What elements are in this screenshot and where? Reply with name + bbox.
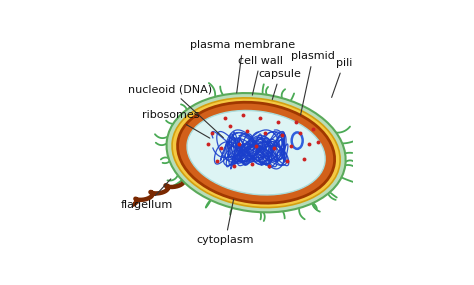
Ellipse shape bbox=[178, 102, 335, 203]
Text: cell wall: cell wall bbox=[238, 56, 283, 95]
Ellipse shape bbox=[172, 98, 340, 207]
Ellipse shape bbox=[187, 111, 325, 195]
Ellipse shape bbox=[166, 93, 346, 212]
Text: plasma membrane: plasma membrane bbox=[191, 40, 295, 93]
Text: pili: pili bbox=[332, 58, 352, 97]
Text: ribosomes: ribosomes bbox=[142, 110, 210, 138]
Text: capsule: capsule bbox=[259, 69, 301, 99]
Text: plasmid: plasmid bbox=[291, 51, 335, 115]
Text: cytoplasm: cytoplasm bbox=[197, 199, 254, 245]
Text: nucleoid (DNA): nucleoid (DNA) bbox=[128, 84, 223, 138]
Text: flagellum: flagellum bbox=[120, 179, 173, 210]
